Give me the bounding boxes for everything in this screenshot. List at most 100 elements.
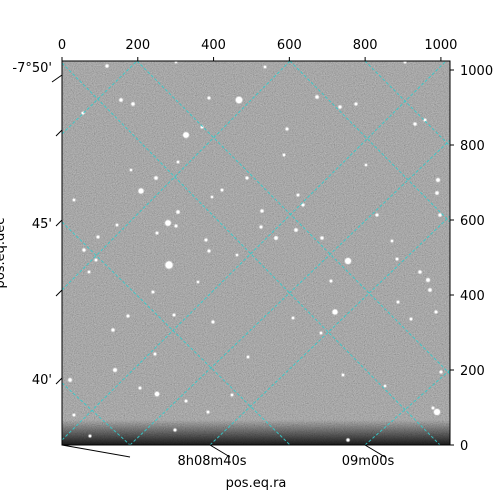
star xyxy=(230,393,234,397)
star xyxy=(396,300,400,304)
coordinate-grid xyxy=(62,61,450,445)
star xyxy=(82,248,86,252)
grid-line xyxy=(129,139,450,445)
star xyxy=(409,317,413,321)
y-axis-title: pos.eq.dec xyxy=(0,218,8,289)
star xyxy=(315,95,319,99)
ra-tick xyxy=(209,444,231,458)
grid-line xyxy=(364,369,450,445)
star xyxy=(174,224,178,228)
star xyxy=(154,391,160,397)
star xyxy=(395,257,399,261)
star xyxy=(245,176,249,180)
star xyxy=(176,160,180,164)
ra-tick xyxy=(364,444,386,458)
star xyxy=(176,210,180,214)
star xyxy=(138,188,144,194)
star xyxy=(207,249,211,253)
star xyxy=(183,132,189,138)
grid-line xyxy=(136,61,450,375)
star xyxy=(439,370,443,374)
star xyxy=(68,378,72,382)
star xyxy=(206,410,210,414)
star xyxy=(435,191,439,195)
star xyxy=(88,434,92,438)
pixel-y-axis: 0 200 400 600 800 1000 xyxy=(450,64,493,454)
star xyxy=(434,409,440,415)
star xyxy=(438,213,442,217)
star xyxy=(423,118,427,122)
plot-frame xyxy=(61,60,451,446)
star xyxy=(96,235,100,239)
y-pixel-tick-label: 1000 xyxy=(460,64,493,79)
star xyxy=(196,280,200,284)
star xyxy=(291,316,295,320)
star xyxy=(138,386,142,390)
star xyxy=(274,236,278,240)
star xyxy=(383,384,387,388)
star xyxy=(332,309,338,315)
ra-tick-label: 8h08m40s xyxy=(177,454,246,469)
star xyxy=(184,399,188,403)
star xyxy=(390,239,394,243)
dec-tick xyxy=(55,129,63,137)
y-pixel-tick-label: 800 xyxy=(460,139,485,154)
grid-line xyxy=(62,62,441,445)
dec-tick-label: 40' xyxy=(32,373,52,388)
x-pixel-tick-label: 1000 xyxy=(424,38,457,53)
ra-tick xyxy=(61,444,131,458)
star xyxy=(115,223,119,227)
sky-image xyxy=(62,61,450,445)
y-pixel-tick-label: 400 xyxy=(460,289,485,304)
star xyxy=(320,236,324,240)
star xyxy=(346,438,350,442)
star xyxy=(204,238,208,242)
dec-tick xyxy=(55,377,63,385)
star xyxy=(413,122,417,126)
star xyxy=(154,176,158,180)
star xyxy=(428,288,432,292)
star xyxy=(173,428,177,432)
star xyxy=(153,352,157,356)
star xyxy=(338,105,342,109)
dec-tick-label: -7°50' xyxy=(12,61,52,76)
star xyxy=(341,373,345,377)
star xyxy=(151,290,155,294)
ra-tick-label: 09m00s xyxy=(342,454,395,469)
star xyxy=(431,406,435,410)
grid-line xyxy=(62,221,291,445)
star xyxy=(165,220,171,226)
star xyxy=(354,102,358,106)
grid-line xyxy=(62,382,131,445)
grid-line xyxy=(364,61,450,147)
star xyxy=(155,231,159,235)
star xyxy=(119,98,123,102)
star xyxy=(364,163,368,167)
star xyxy=(294,228,298,232)
star xyxy=(418,270,422,274)
stars xyxy=(67,61,444,443)
star xyxy=(260,209,264,213)
grid-line xyxy=(209,215,450,445)
dec-tick xyxy=(55,289,63,297)
star xyxy=(259,225,263,229)
star xyxy=(174,61,178,64)
star xyxy=(129,168,133,172)
star xyxy=(87,270,91,274)
star xyxy=(72,198,76,202)
x-pixel-tick-label: 400 xyxy=(201,38,226,53)
star xyxy=(235,253,239,257)
star xyxy=(296,193,300,197)
star xyxy=(285,127,289,131)
star xyxy=(426,278,430,282)
grid-line xyxy=(62,61,138,135)
dec-tick xyxy=(51,74,63,83)
star xyxy=(329,279,333,283)
grid-line xyxy=(62,61,291,291)
x-pixel-tick-label: 600 xyxy=(277,38,302,53)
star xyxy=(165,261,173,269)
star xyxy=(113,368,117,372)
dec-tick-label: 45' xyxy=(32,217,52,232)
star xyxy=(94,258,98,262)
